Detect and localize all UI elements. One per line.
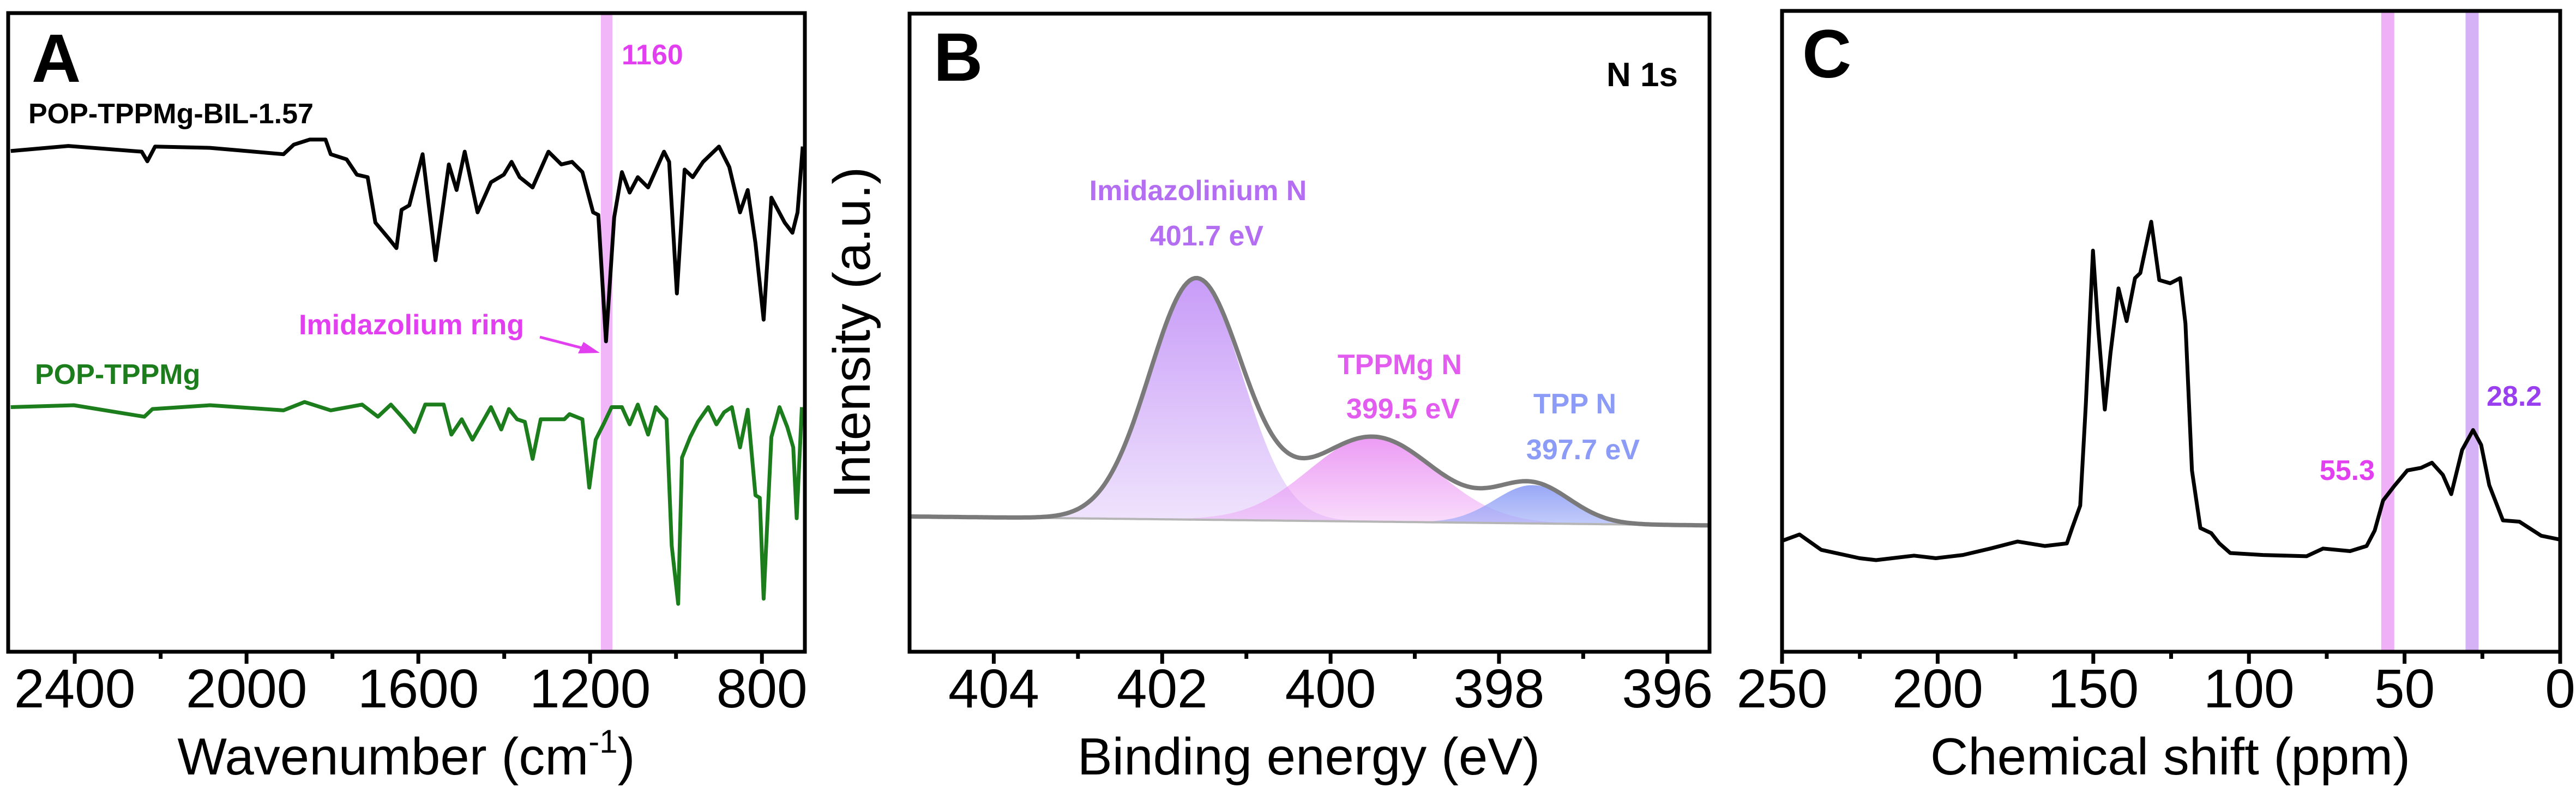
highlight-band [2381, 11, 2394, 652]
panel-a-ir-spectra: 2400 2000 1600 1200 800 A 1160 POP-TPPMg-BIL… [6, 11, 808, 786]
x-tick-label: 404 [948, 658, 1039, 719]
x-tick-label: 2400 [14, 658, 135, 719]
band-label-1160: 1160 [622, 39, 683, 71]
annotation-arrowhead [578, 342, 600, 353]
component-peak-2 [910, 436, 1710, 526]
component-value-tpp: 397.7 eV [1526, 434, 1640, 466]
component-label-imidazolinium: Imidazolinium N [1090, 175, 1307, 207]
x-tick-label: 0 [2545, 658, 2575, 719]
component-value-tppmg: 399.5 eV [1346, 393, 1460, 425]
panel-c-xlabel: Chemical shift (ppm) [1930, 728, 2410, 786]
panel-b-xlabel: Binding energy (eV) [1078, 728, 1540, 786]
x-tick-label: 100 [2204, 658, 2295, 719]
component-label-tpp: TPP N [1533, 388, 1616, 420]
panel-b-title: N 1s [1606, 56, 1678, 94]
panel-c-letter: C [1802, 16, 1851, 92]
band-label-55-3: 55.3 [2320, 455, 2375, 486]
panel-a-frame [6, 11, 807, 654]
x-tick-label: 2000 [186, 658, 307, 719]
series-label-pop-tppmg-bil: POP-TPPMg-BIL-1.57 [28, 98, 314, 130]
x-tick-label: 1600 [358, 658, 479, 719]
panel-c-nmr: 250 200 150 100 50 0 C 55.3 28.2 Chemical shi… [1737, 9, 2575, 786]
panel-b-letter: B [934, 20, 983, 95]
x-tick-label: 50 [2374, 658, 2435, 719]
component-peak-3 [910, 485, 1710, 526]
panel-b-ylabel: Intensity (a.u.) [823, 167, 881, 498]
annotation-imidazolium-ring: Imidazolium ring [299, 309, 524, 341]
panel-b-frame [907, 11, 1712, 654]
series-line-1 [10, 137, 805, 344]
panel-b-xps: 404 402 400 398 396 B N 1s Imidazolinium N 4… [823, 11, 1713, 786]
series-line-2 [10, 400, 804, 606]
band-label-28-2: 28.2 [2487, 381, 2542, 412]
series-line-1 [1781, 220, 2561, 562]
panel-a-letter: A [32, 21, 81, 97]
envelope-fit [910, 275, 1710, 528]
highlight-band [2465, 11, 2479, 652]
x-tick-label: 150 [2048, 658, 2139, 719]
x-tick-label: 402 [1117, 658, 1208, 719]
x-tick-label: 398 [1454, 658, 1545, 719]
x-tick-label: 800 [717, 658, 808, 719]
component-label-tppmg: TPPMg N [1338, 349, 1462, 381]
panel-a-xlabel: Wavenumber (cm-1) [177, 723, 635, 786]
x-tick-label: 1200 [529, 658, 651, 719]
annotation-arrow-line [539, 335, 587, 351]
x-tick-label: 400 [1285, 658, 1376, 719]
component-value-imidazolinium: 401.7 eV [1150, 220, 1263, 252]
x-tick-label: 200 [1892, 658, 1983, 719]
x-tick-label: 396 [1622, 658, 1713, 719]
series-label-pop-tppmg: POP-TPPMg [35, 359, 200, 391]
x-tick-label: 250 [1737, 658, 1828, 719]
